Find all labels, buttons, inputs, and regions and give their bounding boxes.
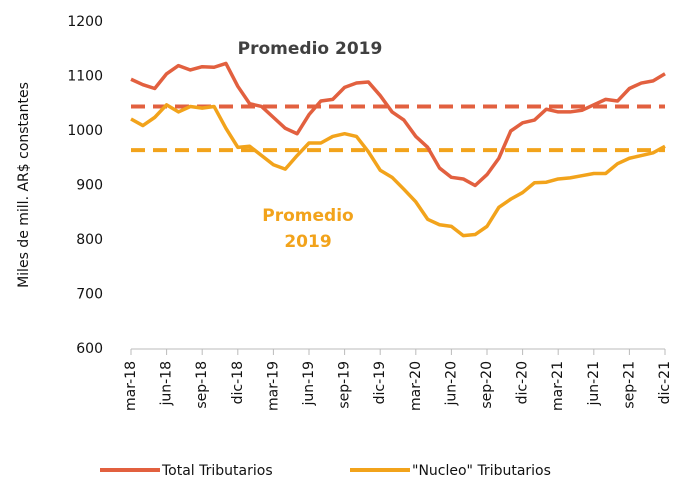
x-tick-label: jun-21 <box>586 361 602 407</box>
annotation: Promedio 2019 <box>262 206 354 252</box>
legend-label: "Nucleo" Tributarios <box>412 463 551 479</box>
y-axis-label: Miles de mill. AR$ constantes <box>16 82 32 288</box>
y-tick-label: 700 <box>76 287 103 303</box>
x-tick-label: sep-19 <box>337 361 353 409</box>
x-tick-label: jun-20 <box>443 361 459 407</box>
x-tick-label: mar-21 <box>550 361 566 411</box>
y-tick-label: 600 <box>76 341 103 357</box>
y-tick-label: 800 <box>76 232 103 248</box>
x-tick-label: dic-20 <box>515 361 531 404</box>
x-tick-label: mar-19 <box>265 361 281 411</box>
y-tick-label: 1000 <box>67 123 103 139</box>
x-tick-label: jun-18 <box>159 361 175 407</box>
x-tick-label: jun-19 <box>301 361 317 407</box>
series-line <box>130 61 666 188</box>
y-tick-label: 900 <box>76 178 103 194</box>
x-tick-label: mar-20 <box>408 361 424 411</box>
x-tick-label: sep-18 <box>194 361 210 409</box>
x-tick-label: dic-18 <box>230 361 246 404</box>
x-tick-label: mar-18 <box>123 361 139 411</box>
y-tick-label: 1100 <box>67 69 103 85</box>
y-tick-label: 1200 <box>67 14 103 30</box>
x-tick-label: sep-20 <box>479 361 495 409</box>
x-tick-label: dic-19 <box>372 361 388 404</box>
series-line <box>130 103 666 238</box>
annotation: Promedio 2019 <box>237 39 383 59</box>
x-tick-label: sep-21 <box>621 361 637 409</box>
x-tick-label: dic-21 <box>657 361 673 404</box>
legend-label: Total Tributarios <box>161 463 273 479</box>
